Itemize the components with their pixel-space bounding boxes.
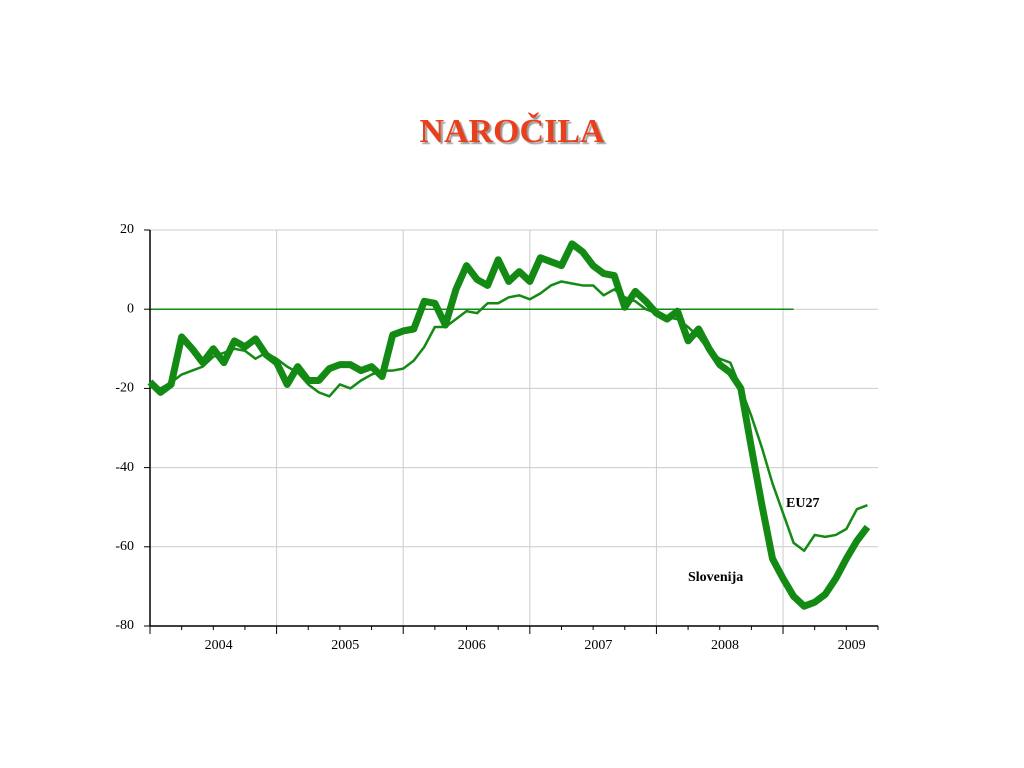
line-series [147, 240, 871, 610]
y-tick-label: -20 [115, 381, 134, 396]
series-label: EU27 [786, 496, 819, 511]
y-tick-label: -60 [115, 539, 134, 554]
chart-title: NAROČILA [419, 112, 605, 150]
series-label: Slovenija [688, 570, 743, 585]
x-tick-label: 2005 [331, 638, 359, 653]
y-tick-label: -40 [115, 460, 134, 475]
x-tick-label: 2007 [584, 638, 612, 653]
line-series [149, 280, 868, 553]
x-tick-label: 2004 [205, 638, 233, 653]
x-tick-label: 2008 [711, 638, 739, 653]
x-tick-label: 2006 [458, 638, 486, 653]
y-tick-label: 0 [127, 301, 134, 316]
y-tick-label: -80 [115, 618, 134, 633]
x-tick-label: 2009 [838, 638, 866, 653]
y-tick-label: 20 [120, 222, 134, 237]
